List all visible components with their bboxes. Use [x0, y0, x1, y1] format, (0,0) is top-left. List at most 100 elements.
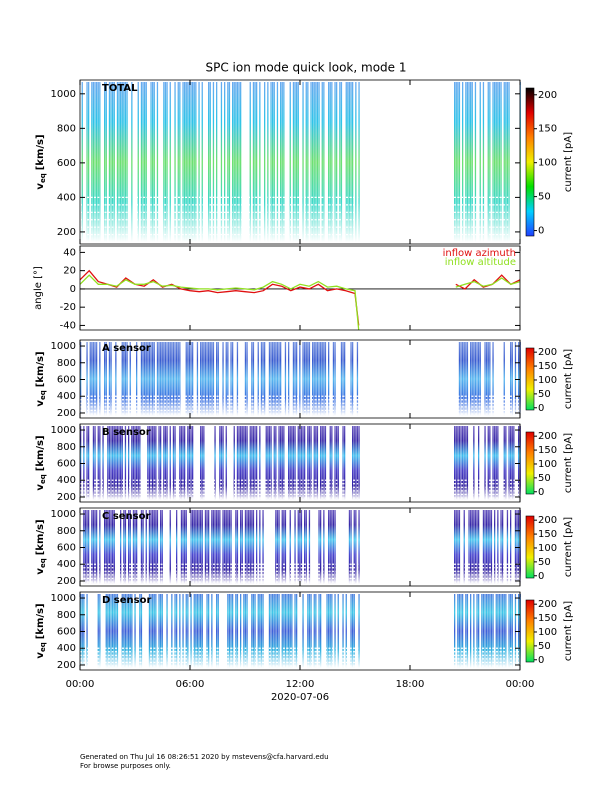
y-tick-label: 800 — [57, 610, 76, 621]
data-coverage — [454, 594, 521, 668]
y-axis-label-part: [km/s] — [35, 603, 46, 639]
data-coverage — [80, 510, 360, 584]
colorbar-tick-label: 0 — [538, 226, 544, 237]
y-tick-label: 400 — [57, 475, 76, 486]
panel: D sensor veq [km/s] 0 50 100 150 200 current [pA… — [35, 591, 574, 703]
colorbar-tick-label: 50 — [538, 473, 551, 484]
colorbar-label: current [pA] — [563, 349, 574, 409]
y-tick-label: 0 — [70, 284, 76, 295]
y-axis-label-part: eq — [39, 173, 47, 183]
y-axis-label: veq [km/s] — [35, 519, 47, 574]
colorbar-tick-label: 200 — [538, 90, 557, 101]
colorbar-tick-label: 0 — [538, 403, 544, 414]
colorbar — [525, 347, 535, 411]
panel: TOTAL veq [km/s] 0 50 100 150 200 current [pA] 20… — [35, 79, 574, 245]
y-tick-label: -40 — [60, 320, 76, 331]
colorbar-tick-label: 100 — [538, 158, 557, 169]
panel-label: TOTAL — [102, 83, 138, 94]
colorbar-label: current [pA] — [563, 132, 574, 192]
data-coverage — [80, 594, 360, 668]
colorbar-tick-label: 50 — [538, 192, 551, 203]
y-tick-label: 600 — [57, 627, 76, 638]
colorbar — [525, 87, 535, 237]
colorbar — [525, 515, 535, 579]
colorbar-tick-label: 150 — [538, 124, 557, 135]
y-axis-label-part: [km/s] — [35, 519, 46, 555]
y-tick-label: -20 — [60, 302, 76, 313]
y-tick-label: 1000 — [51, 425, 76, 436]
colorbar-tick-label: 50 — [538, 389, 551, 400]
y-axis-label: angle [°] — [33, 266, 44, 310]
y-tick-label: 800 — [57, 123, 76, 134]
data-coverage — [454, 82, 521, 243]
legend-entry: inflow altitude — [445, 257, 516, 268]
data-coverage — [80, 342, 359, 416]
colorbar-tick-label: 150 — [538, 361, 557, 372]
y-axis-label-part: v — [35, 652, 46, 659]
y-axis-label-part: eq — [39, 474, 47, 484]
colorbar-tick-label: 50 — [538, 557, 551, 568]
colorbar-tick-label: 0 — [538, 487, 544, 498]
y-tick-label: 400 — [57, 391, 76, 402]
y-tick-label: 1000 — [51, 341, 76, 352]
colorbar-label: current [pA] — [563, 517, 574, 577]
y-tick-label: 600 — [57, 459, 76, 470]
panel-label: A sensor — [102, 343, 151, 354]
footer-line: For browse purposes only. — [80, 762, 171, 770]
y-tick-label: 600 — [57, 543, 76, 554]
x-tick-label: 00:00 — [66, 679, 95, 690]
x-tick-label: 18:00 — [396, 679, 425, 690]
panel-label: B sensor — [102, 427, 151, 438]
y-tick-label: 1000 — [51, 593, 76, 604]
y-axis-label-part: v — [35, 183, 46, 190]
colorbar-tick-label: 200 — [538, 599, 557, 610]
colorbar-tick-label: 150 — [538, 613, 557, 624]
y-tick-label: 600 — [57, 158, 76, 169]
colorbar-tick-label: 0 — [538, 655, 544, 666]
colorbar-tick-label: 0 — [538, 571, 544, 582]
y-axis-label: veq [km/s] — [35, 435, 47, 490]
colorbar-tick-label: 100 — [538, 459, 557, 470]
y-axis-label-part: v — [35, 568, 46, 575]
colorbar-tick-label: 150 — [538, 529, 557, 540]
colorbar-tick-label: 100 — [538, 543, 557, 554]
x-tick-label: 06:00 — [176, 679, 205, 690]
y-axis-label-part: v — [35, 484, 46, 491]
y-tick-label: 600 — [57, 375, 76, 386]
colorbar-tick-label: 150 — [538, 445, 557, 456]
y-tick-label: 1000 — [51, 509, 76, 520]
y-tick-label: 200 — [57, 576, 76, 587]
colorbar — [525, 431, 535, 495]
y-tick-label: 40 — [63, 247, 76, 258]
y-axis-label-part: [km/s] — [35, 351, 46, 387]
colorbar-label: current [pA] — [563, 433, 574, 493]
y-axis-label-part: v — [35, 400, 46, 407]
x-tick-label: 00:00 — [506, 679, 535, 690]
colorbar-tick-label: 200 — [538, 431, 557, 442]
panel: B sensor veq [km/s] 0 50 100 150 200 current [pA… — [35, 423, 574, 503]
y-tick-label: 800 — [57, 358, 76, 369]
colorbar-tick-label: 100 — [538, 627, 557, 638]
colorbar-tick-label: 200 — [538, 515, 557, 526]
y-axis-label-part: eq — [39, 558, 47, 568]
colorbar — [525, 599, 535, 663]
data-coverage — [454, 510, 521, 584]
x-tick-label: 12:00 — [286, 679, 315, 690]
panel: A sensor veq [km/s] 0 50 100 150 200 current [pA… — [35, 339, 574, 419]
y-axis-label: veq [km/s] — [35, 351, 47, 406]
colorbar-tick-label: 50 — [538, 641, 551, 652]
x-axis-label: 2020-07-06 — [271, 692, 329, 703]
y-axis-label: veq [km/s] — [35, 134, 47, 189]
data-coverage — [80, 82, 360, 243]
y-tick-label: 200 — [57, 660, 76, 671]
data-coverage — [454, 426, 521, 500]
y-tick-label: 1000 — [51, 89, 76, 100]
y-tick-label: 200 — [57, 227, 76, 238]
data-coverage — [454, 342, 521, 416]
y-tick-label: 20 — [63, 266, 76, 277]
panel-label: D sensor — [102, 595, 151, 606]
y-tick-label: 800 — [57, 526, 76, 537]
panel-label: C sensor — [102, 511, 150, 522]
